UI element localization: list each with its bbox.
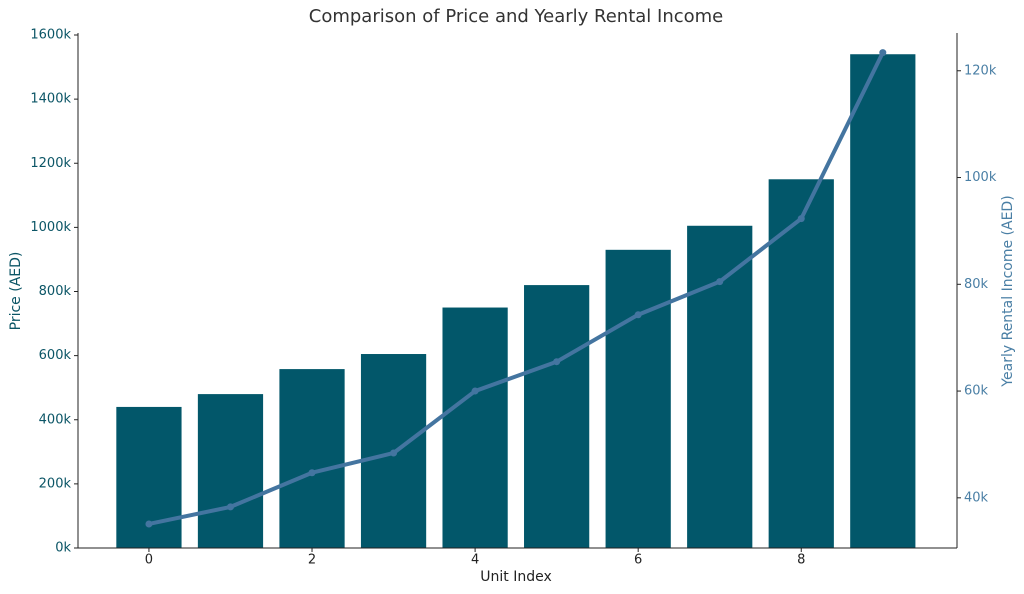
y-tick-label: 1200k bbox=[30, 156, 71, 171]
y2-tick-label: 40k bbox=[964, 490, 989, 505]
y2-tick-label: 120k bbox=[964, 63, 997, 78]
bar bbox=[279, 369, 345, 548]
y-tick-label: 400k bbox=[39, 412, 72, 427]
x-tick-label: 6 bbox=[634, 553, 642, 568]
bar bbox=[605, 249, 671, 548]
line-point bbox=[634, 311, 642, 319]
bar bbox=[768, 179, 834, 548]
y-tick-label: 0k bbox=[55, 541, 71, 556]
line-point bbox=[553, 358, 561, 366]
y2-tick-label: 80k bbox=[964, 277, 989, 292]
line bbox=[148, 51, 885, 526]
y-tick-label: 200k bbox=[39, 476, 72, 491]
line-point bbox=[390, 449, 398, 457]
x-tick-label: 0 bbox=[145, 553, 153, 568]
y-tick-label: 1400k bbox=[30, 92, 71, 107]
y-tick-label: 1600k bbox=[30, 28, 71, 43]
y2-axis-label: Yearly Rental Income (AED) bbox=[1000, 195, 1016, 387]
line-point bbox=[308, 469, 316, 477]
y-tick-label: 800k bbox=[39, 284, 72, 299]
y2-tick-label: 100k bbox=[964, 170, 997, 185]
bar bbox=[687, 225, 753, 548]
y2-tick-label: 60k bbox=[964, 384, 989, 399]
y-axis-label: Price (AED) bbox=[8, 252, 24, 331]
line-point bbox=[226, 503, 234, 511]
line-point bbox=[797, 215, 805, 223]
line-point bbox=[145, 520, 153, 528]
x-axis-label: Unit Index bbox=[480, 569, 552, 585]
chart-title: Comparison of Price and Yearly Rental In… bbox=[309, 6, 724, 27]
bar bbox=[524, 285, 590, 548]
x-tick-label: 4 bbox=[471, 553, 479, 568]
line-point bbox=[879, 49, 887, 57]
bar bbox=[197, 394, 264, 548]
y-tick-label: 1000k bbox=[30, 220, 71, 235]
plot-area bbox=[116, 49, 916, 549]
x-tick-label: 2 bbox=[308, 553, 316, 568]
y-tick-label: 600k bbox=[39, 348, 72, 363]
bar bbox=[850, 54, 916, 549]
bar bbox=[442, 307, 508, 548]
line-point bbox=[471, 387, 479, 395]
line-point bbox=[716, 278, 724, 286]
x-tick-label: 8 bbox=[797, 553, 805, 568]
